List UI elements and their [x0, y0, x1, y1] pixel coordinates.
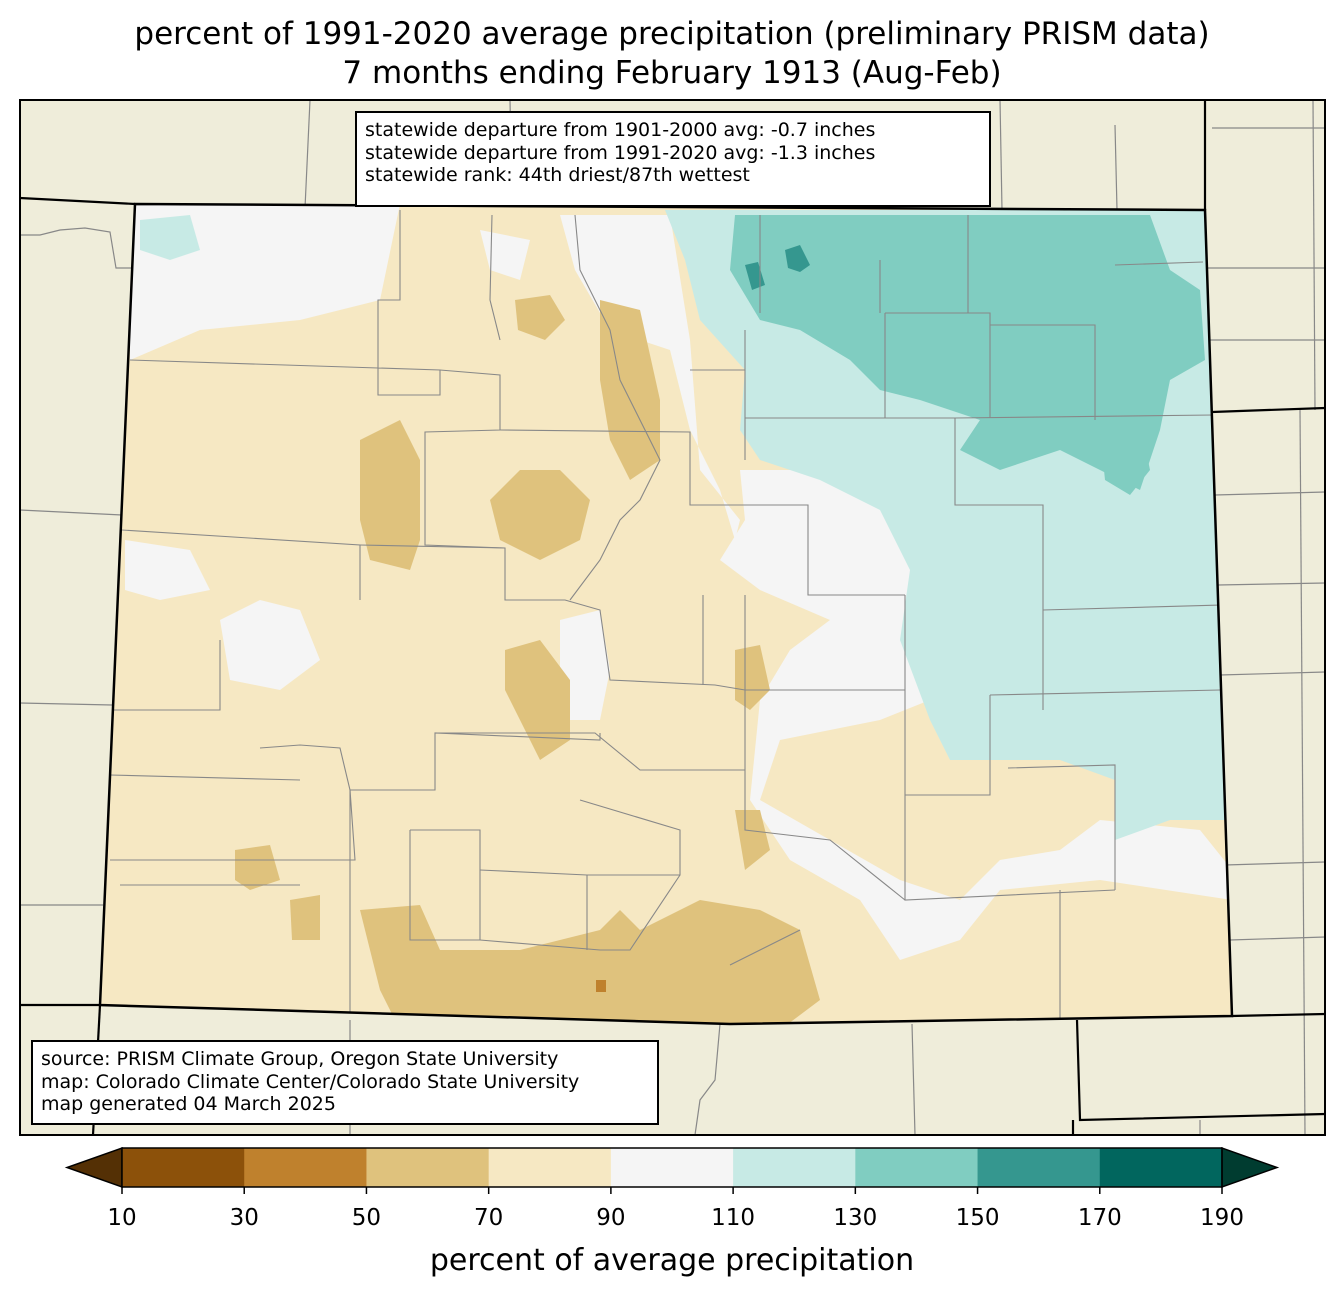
colorbar-label: percent of average precipitation [429, 1243, 915, 1278]
colorbar-tick-label: 90 [596, 1205, 626, 1231]
colorbar-bin [610, 1148, 734, 1187]
map-title: percent of 1991-2020 average precipitati… [134, 16, 1210, 52]
stats-line-rank: statewide rank: 44th driest/87th wettest [365, 164, 750, 186]
map-credit-line: map: Colorado Climate Center/Colorado St… [41, 1070, 580, 1093]
colorbar-bin [244, 1148, 367, 1187]
statewide-stats-box: statewide departure from 1901-2000 avg: … [355, 111, 991, 207]
map-frame [19, 99, 1326, 1136]
colorbar-tick-label: 150 [955, 1205, 1000, 1231]
colorbar-tick-label: 190 [1200, 1205, 1244, 1231]
source-box: source: PRISM Climate Group, Oregon Stat… [31, 1040, 659, 1125]
colorbar-bin [1099, 1148, 1223, 1187]
colorbar-bin [122, 1148, 245, 1187]
stats-line-1991-2020: statewide departure from 1991-2020 avg: … [365, 141, 876, 164]
colorbar-tick-label: 170 [1077, 1205, 1122, 1231]
precipitation-field [100, 204, 1232, 1024]
colorbar [64, 1146, 1280, 1194]
source-line: source: PRISM Climate Group, Oregon Stat… [41, 1048, 559, 1070]
colorbar-under-arrow [64, 1146, 123, 1189]
colorado-border [98, 202, 1234, 1026]
generated-date-line: map generated 04 March 2025 [41, 1093, 336, 1115]
county-lines [109, 210, 1221, 1020]
colorbar-tick-label: 70 [474, 1205, 504, 1231]
colorbar-bin [855, 1148, 979, 1187]
colorbar-bin [733, 1148, 856, 1187]
colorbar-tick-label: 110 [711, 1205, 756, 1231]
colorbar-over-arrow [1221, 1146, 1280, 1189]
colorbar-bin [366, 1148, 490, 1187]
map-subtitle: 7 months ending February 1913 (Aug-Feb) [342, 55, 1002, 91]
colorbar-bin [488, 1148, 612, 1187]
colorbar-tick-label: 10 [107, 1205, 137, 1231]
colorbar-tick-label: 30 [229, 1205, 259, 1231]
colorbar-frame [121, 1147, 1223, 1188]
colorbar-tick-label: 130 [833, 1205, 878, 1231]
neighbor-county-lines [19, 99, 1326, 1136]
stats-line-1901-2000: statewide departure from 1901-2000 avg: … [365, 119, 876, 141]
colorbar-bin [977, 1148, 1101, 1187]
colorbar-tick-label: 50 [351, 1205, 382, 1231]
